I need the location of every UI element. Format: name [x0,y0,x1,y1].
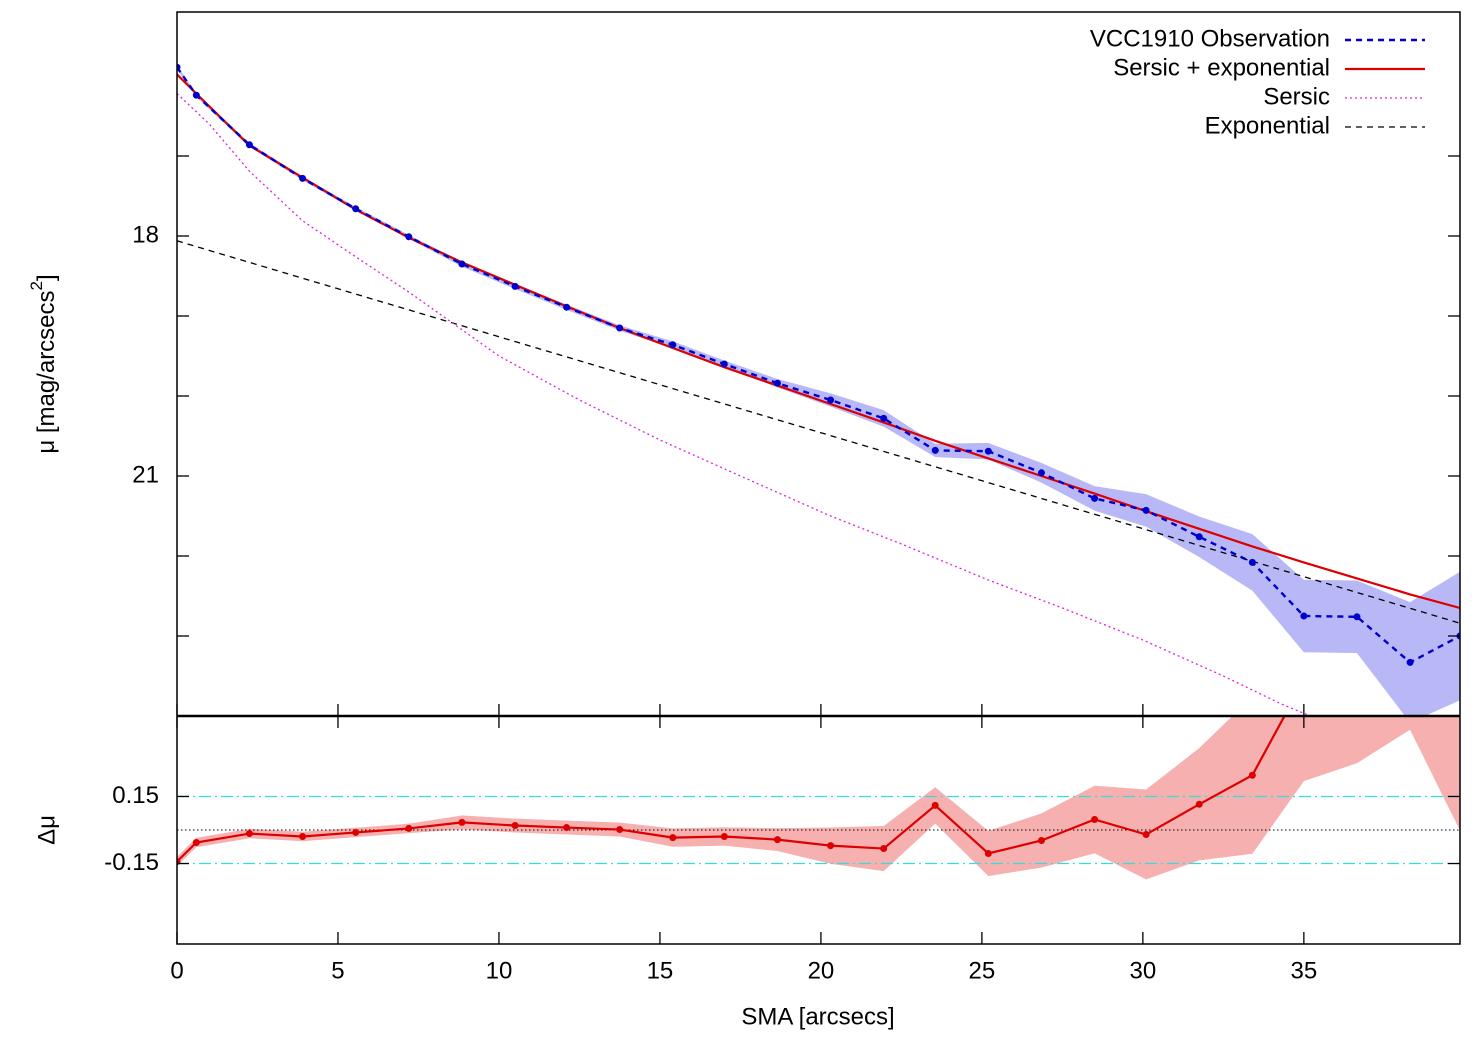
y-label-sup: 2 [27,281,46,290]
data-point [1195,800,1203,808]
data-point [1300,677,1307,684]
series-line [177,93,1312,716]
x-tick-label: 15 [647,957,674,984]
data-point [773,379,781,387]
error-band [988,813,1042,877]
error-band [1409,716,1460,831]
data-point [616,826,624,834]
data-point [827,842,835,850]
data-point [405,233,413,241]
data-point [984,849,992,857]
series-line [177,66,1460,664]
data-point [405,824,413,832]
error-band [619,822,674,847]
data-point [1353,659,1360,666]
error-band [1145,747,1200,880]
data-point [669,834,677,842]
data-point [1406,658,1414,666]
y-label-end: ] [33,274,60,281]
y-tick-label: 21 [132,461,159,488]
y-label-text: μ [mag/arcsecs [33,290,60,453]
data-point [880,845,888,853]
frame [176,11,1461,945]
legend-label: VCC1910 Observation [1090,25,1330,52]
series-line [177,73,1460,610]
data-point [299,832,307,840]
data-point [192,91,200,99]
x-tick-label: 0 [170,957,183,984]
error-band [1409,571,1460,716]
legend-label: Sersic + exponential [1113,54,1330,81]
x-tick-label: 5 [331,957,344,984]
x-tick-label: 25 [969,957,996,984]
data-point [720,832,728,840]
data-point [773,836,781,844]
error-band [1041,785,1095,868]
error-band [1252,533,1305,653]
x-tick-label: 35 [1290,957,1317,984]
axes: 0 5 10 15 20 25 30 35 18 21 -0.15 0.15 VCC1910 Obser… [104,11,1461,984]
error-band [988,442,1042,483]
data-point [880,414,888,422]
data-point [616,324,624,332]
error-band [934,787,989,877]
data-point [931,801,939,809]
data-point [563,824,571,832]
data-point [1248,558,1256,566]
data-point [458,260,466,268]
data-point [511,282,519,290]
residual-axis-label: Δμ [33,815,60,845]
data-point [352,205,360,213]
data-point [192,839,200,847]
error-band [883,787,936,872]
bottom-plot [177,558,1460,880]
data-point [245,141,253,149]
error-band [1356,716,1411,764]
data-point [299,174,307,182]
error-band [1198,716,1253,861]
data-point [1091,494,1099,502]
error-band [1041,462,1095,511]
data-point [827,396,835,404]
data-point [1353,613,1361,621]
y-tick-label: -0.15 [104,849,159,876]
data-point [1195,533,1203,541]
y-tick-label: 0.15 [112,782,159,809]
legend-label: Exponential [1205,112,1330,139]
data-point [177,63,181,71]
y-axis-label: μ [mag/arcsecs2] [27,274,60,453]
data-point [352,828,360,836]
x-tick-label: 30 [1130,957,1157,984]
x-tick-label: 10 [486,957,513,984]
data-point [1248,771,1256,779]
data-point [563,303,571,311]
data-point [1407,558,1414,565]
residual-line [177,716,1286,863]
data-point [245,830,253,838]
data-point [984,447,992,455]
data-point [720,360,728,368]
data-point [1037,469,1045,477]
y-tick-label: 18 [132,221,159,248]
data-point [1091,815,1099,823]
data-point [1037,837,1045,845]
data-point [511,822,519,830]
data-point [931,446,939,454]
series-line [177,240,1460,624]
error-band [1303,716,1358,782]
data-point [1142,506,1150,514]
x-tick-label: 20 [808,957,835,984]
top-plot [177,63,1460,716]
data-point [669,341,677,349]
error-band [1356,580,1411,716]
data-point [1142,830,1150,838]
error-band [1094,486,1147,527]
data-point [458,818,466,826]
x-axis-label: SMA [arcsecs] [741,1003,894,1030]
legend-label: Sersic [1263,83,1330,110]
data-point [1300,612,1308,620]
